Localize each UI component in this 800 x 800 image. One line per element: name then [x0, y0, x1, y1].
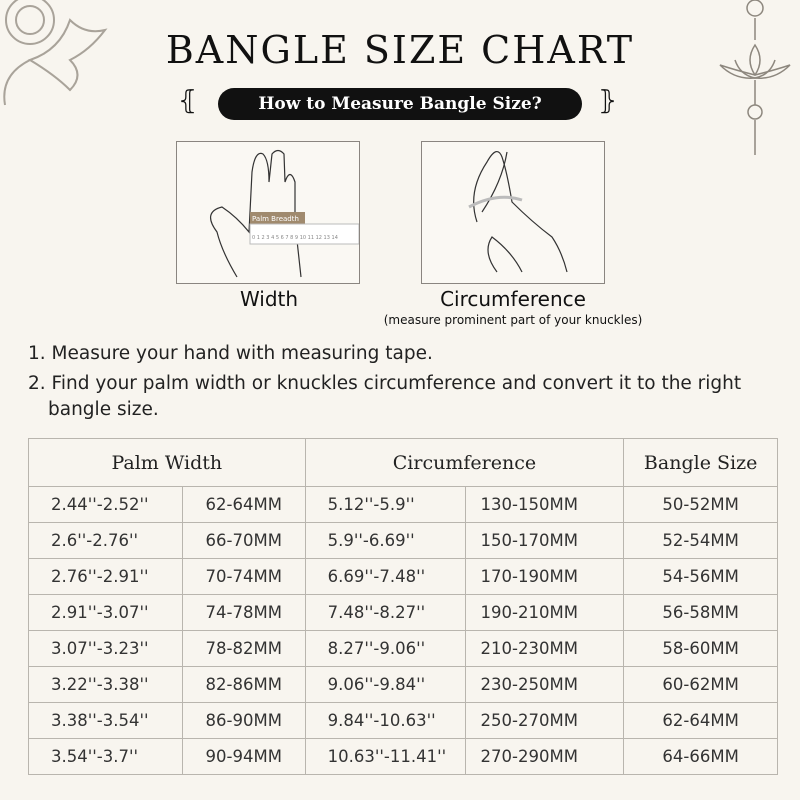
circumference-mm-cell: 210-230MM — [464, 630, 625, 667]
circumference-label: Circumference — [440, 287, 586, 311]
circumference-inches-cell: 5.9''-6.69'' — [304, 522, 466, 559]
table-row: 3.54''-3.7'' 90-94MM 10.63''-11.41'' 270-29… — [28, 738, 778, 775]
header-palm-width: Palm Width — [28, 438, 306, 487]
palm-width-mm-cell: 78-82MM — [181, 630, 306, 667]
ruler-label: Palm Breadth — [252, 215, 299, 223]
palm-width-inches-cell: 2.91''-3.07'' — [28, 594, 183, 631]
palm-width-mm-cell: 62-64MM — [181, 486, 306, 523]
table-row: 3.07''-3.23'' 78-82MM 8.27''-9.06'' 210-230… — [28, 630, 778, 667]
circumference-inches-cell: 10.63''-11.41'' — [304, 738, 466, 775]
circumference-mm-cell: 130-150MM — [464, 486, 625, 523]
swirl-ornament-left-icon: ⦃ — [178, 86, 198, 116]
size-table: Palm Width Circumference Bangle Size 2.4… — [28, 438, 778, 775]
table-row: 2.91''-3.07'' 74-78MM 7.48''-8.27'' 190-210… — [28, 594, 778, 631]
hand-circumference-icon — [468, 151, 568, 273]
table-row: 3.38''-3.54'' 86-90MM 9.84''-10.63'' 250-27… — [28, 702, 778, 739]
width-illustration: Palm Breadth 0 1 2 3 4 5 6 7 8 9 10 11 1… — [176, 141, 360, 284]
hand-width-icon: Palm Breadth 0 1 2 3 4 5 6 7 8 9 10 11 1… — [210, 149, 360, 278]
palm-width-mm-cell: 90-94MM — [181, 738, 306, 775]
instruction-1: 1. Measure your hand with measuring tape… — [28, 343, 433, 364]
circumference-mm-cell: 190-210MM — [464, 594, 625, 631]
circumference-mm-cell: 170-190MM — [464, 558, 625, 595]
circumference-inches-cell: 7.48''-8.27'' — [304, 594, 466, 631]
instruction-2-text: 2. Find your palm width or knuckles circ… — [28, 373, 742, 420]
palm-width-inches-cell: 3.54''-3.7'' — [28, 738, 183, 775]
table-row: 2.44''-2.52'' 62-64MM 5.12''-5.9'' 130-150M… — [28, 486, 778, 523]
palm-width-inches-cell: 3.38''-3.54'' — [28, 702, 183, 739]
lotus-ornament-icon — [3, 0, 108, 106]
circumference-inches-cell: 9.06''-9.84'' — [304, 666, 466, 703]
circumference-inches-cell: 8.27''-9.06'' — [304, 630, 466, 667]
circumference-inches-cell: 9.84''-10.63'' — [304, 702, 466, 739]
palm-width-mm-cell: 82-86MM — [181, 666, 306, 703]
circumference-mm-cell: 270-290MM — [464, 738, 625, 775]
circumference-illustration — [421, 141, 605, 284]
circumference-inches-cell: 6.69''-7.48'' — [304, 558, 466, 595]
palm-width-mm-cell: 86-90MM — [181, 702, 306, 739]
palm-width-inches-cell: 2.44''-2.52'' — [28, 486, 183, 523]
page-title: BANGLE SIZE CHART — [165, 28, 635, 72]
bangle-size-cell: 56-58MM — [623, 594, 778, 631]
circumference-inches-cell: 5.12''-5.9'' — [304, 486, 466, 523]
palm-width-mm-cell: 70-74MM — [181, 558, 306, 595]
subtitle-pill: How to Measure Bangle Size? — [218, 88, 582, 120]
bangle-size-cell: 50-52MM — [623, 486, 778, 523]
swirl-ornament-right-icon: ⦄ — [598, 86, 618, 116]
palm-width-mm-cell: 74-78MM — [181, 594, 306, 631]
circumference-mm-cell: 250-270MM — [464, 702, 625, 739]
bangle-size-cell: 62-64MM — [623, 702, 778, 739]
ruler-ticks: 0 1 2 3 4 5 6 7 8 9 10 11 12 13 14 — [252, 235, 338, 241]
palm-width-inches-cell: 3.07''-3.23'' — [28, 630, 183, 667]
bangle-size-cell: 54-56MM — [623, 558, 778, 595]
table-row: 2.6''-2.76'' 66-70MM 5.9''-6.69'' 150-170MM… — [28, 522, 778, 559]
palm-width-inches-cell: 2.6''-2.76'' — [28, 522, 183, 559]
table-header-row: Palm Width Circumference Bangle Size — [28, 438, 778, 487]
palm-width-inches-cell: 3.22''-3.38'' — [28, 666, 183, 703]
circumference-mm-cell: 150-170MM — [464, 522, 625, 559]
instruction-2: 2. Find your palm width or knuckles circ… — [28, 371, 768, 423]
palm-width-mm-cell: 66-70MM — [181, 522, 306, 559]
header-bangle-size: Bangle Size — [623, 438, 778, 487]
bangle-size-cell: 52-54MM — [623, 522, 778, 559]
header-circumference: Circumference — [304, 438, 625, 487]
hanging-lotus-ornament-icon — [719, 0, 791, 155]
palm-width-inches-cell: 2.76''-2.91'' — [28, 558, 183, 595]
bangle-size-cell: 60-62MM — [623, 666, 778, 703]
table-row: 2.76''-2.91'' 70-74MM 6.69''-7.48'' 170-190… — [28, 558, 778, 595]
width-label: Width — [239, 287, 299, 311]
bangle-size-cell: 58-60MM — [623, 630, 778, 667]
circumference-mm-cell: 230-250MM — [464, 666, 625, 703]
bangle-size-cell: 64-66MM — [623, 738, 778, 775]
circumference-note: (measure prominent part of your knuckles… — [383, 313, 643, 327]
table-row: 3.22''-3.38'' 82-86MM 9.06''-9.84'' 230-250… — [28, 666, 778, 703]
